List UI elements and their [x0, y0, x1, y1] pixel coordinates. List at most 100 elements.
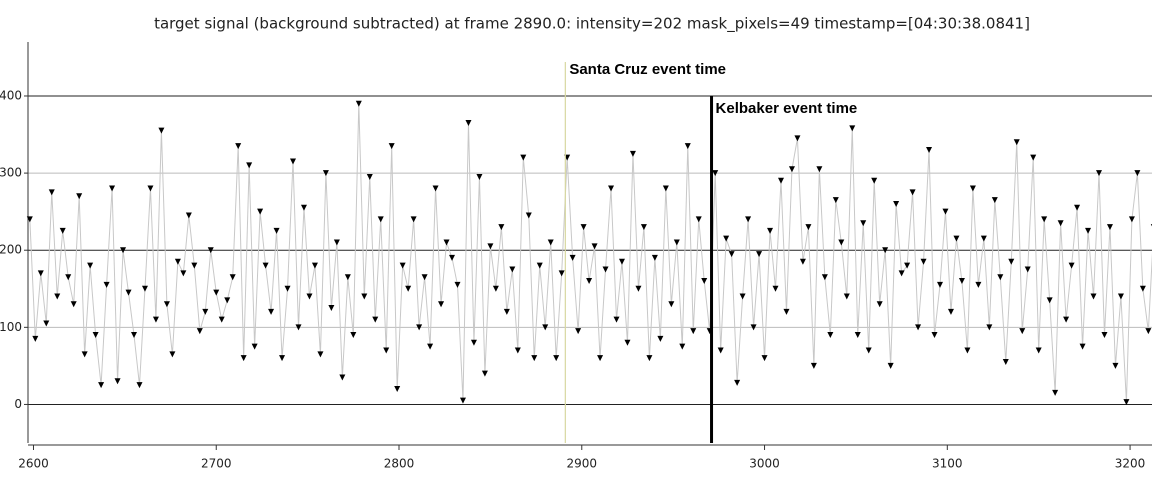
x-tick-label: 3000 — [749, 457, 780, 471]
point-marker — [964, 347, 971, 354]
point-marker — [372, 316, 379, 323]
point-marker — [1057, 220, 1064, 227]
point-marker — [427, 343, 434, 350]
point-marker — [262, 262, 269, 269]
point-marker — [920, 258, 927, 265]
point-marker — [70, 301, 77, 308]
point-marker — [207, 247, 214, 254]
point-marker — [459, 397, 466, 404]
point-marker — [618, 258, 625, 265]
x-tick-label: 2700 — [201, 457, 232, 471]
point-marker — [311, 262, 318, 269]
point-marker — [476, 173, 483, 180]
point-marker — [640, 224, 647, 231]
point-marker — [969, 185, 976, 192]
point-marker — [926, 146, 933, 153]
point-marker — [547, 239, 554, 246]
point-marker — [695, 216, 702, 223]
point-marker — [1019, 328, 1026, 335]
chart-title: target signal (background subtracted) at… — [154, 15, 1030, 34]
point-marker — [805, 224, 812, 231]
point-marker — [503, 308, 510, 315]
point-marker — [1074, 204, 1081, 211]
point-marker — [470, 339, 477, 346]
point-marker — [542, 324, 549, 331]
point-marker — [229, 274, 236, 281]
point-marker — [997, 274, 1004, 281]
point-marker — [580, 224, 587, 231]
point-marker — [284, 285, 291, 292]
point-marker — [986, 324, 993, 331]
point-marker — [1123, 399, 1130, 406]
point-marker — [1046, 297, 1053, 304]
point-marker — [838, 239, 845, 246]
event-label: Kelbaker event time — [716, 100, 858, 117]
point-marker — [1035, 347, 1042, 354]
y-tick-label: 300 — [0, 166, 22, 180]
point-marker — [673, 239, 680, 246]
point-marker — [322, 170, 329, 177]
point-marker — [76, 193, 83, 200]
point-marker — [279, 355, 286, 362]
point-marker — [904, 262, 911, 269]
point-marker — [745, 216, 752, 223]
x-tick-label: 2800 — [384, 457, 415, 471]
point-marker — [1090, 293, 1097, 300]
point-marker — [531, 355, 538, 362]
point-marker — [1101, 332, 1108, 339]
point-marker — [915, 324, 922, 331]
point-marker — [191, 262, 198, 269]
point-marker — [1085, 227, 1092, 234]
point-marker — [1063, 316, 1070, 323]
point-marker — [854, 332, 861, 339]
point-marker — [361, 293, 368, 300]
point-marker — [827, 332, 834, 339]
point-marker — [92, 332, 99, 339]
point-marker — [65, 274, 72, 281]
x-tick-label: 3100 — [932, 457, 963, 471]
point-marker — [756, 251, 763, 258]
point-marker — [662, 185, 669, 192]
point-marker — [909, 189, 916, 196]
point-marker — [865, 347, 872, 354]
point-marker — [657, 335, 664, 342]
point-marker — [300, 204, 307, 211]
point-marker — [81, 351, 88, 358]
point-marker — [788, 166, 795, 173]
point-marker — [860, 220, 867, 227]
point-marker — [1095, 170, 1102, 177]
point-marker — [772, 285, 779, 292]
point-marker — [646, 355, 653, 362]
point-marker — [1008, 258, 1015, 265]
y-tick-label: 200 — [0, 243, 22, 257]
point-marker — [438, 301, 445, 308]
point-marker — [421, 274, 428, 281]
point-marker — [712, 170, 719, 177]
point-marker — [180, 270, 187, 277]
point-marker — [487, 243, 494, 250]
point-marker — [794, 135, 801, 142]
point-marker — [158, 127, 165, 134]
point-marker — [410, 216, 417, 223]
point-marker — [141, 285, 148, 292]
point-marker — [432, 185, 439, 192]
point-marker — [514, 347, 521, 354]
point-marker — [377, 216, 384, 223]
point-marker — [947, 308, 954, 315]
point-marker — [1112, 362, 1119, 369]
point-marker — [454, 281, 461, 288]
point-marker — [936, 281, 943, 288]
point-marker — [344, 274, 351, 281]
point-marker — [213, 289, 220, 296]
point-marker — [268, 308, 275, 315]
x-tick-label: 2900 — [567, 457, 598, 471]
point-marker — [887, 362, 894, 369]
point-marker — [449, 254, 456, 261]
point-marker — [257, 208, 264, 215]
point-marker — [728, 251, 735, 258]
point-marker — [893, 200, 900, 207]
point-marker — [575, 328, 582, 335]
point-marker — [355, 100, 362, 107]
point-marker — [174, 258, 181, 265]
point-marker — [37, 270, 44, 277]
